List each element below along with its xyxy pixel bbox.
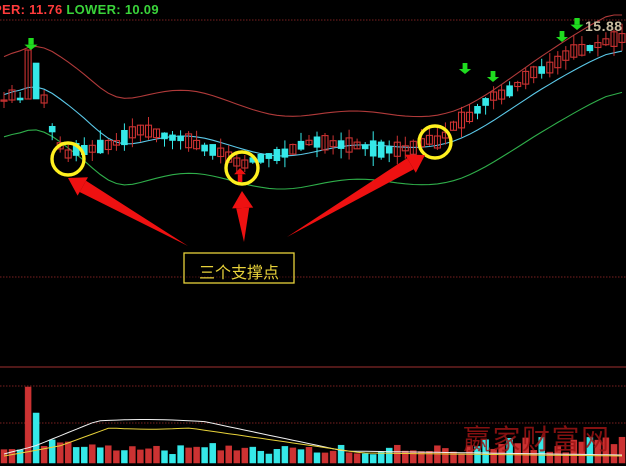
svg-text:嬴家财富网: 嬴家财富网 [463, 424, 611, 455]
svg-text:三个支撑点: 三个支撑点 [199, 264, 279, 282]
